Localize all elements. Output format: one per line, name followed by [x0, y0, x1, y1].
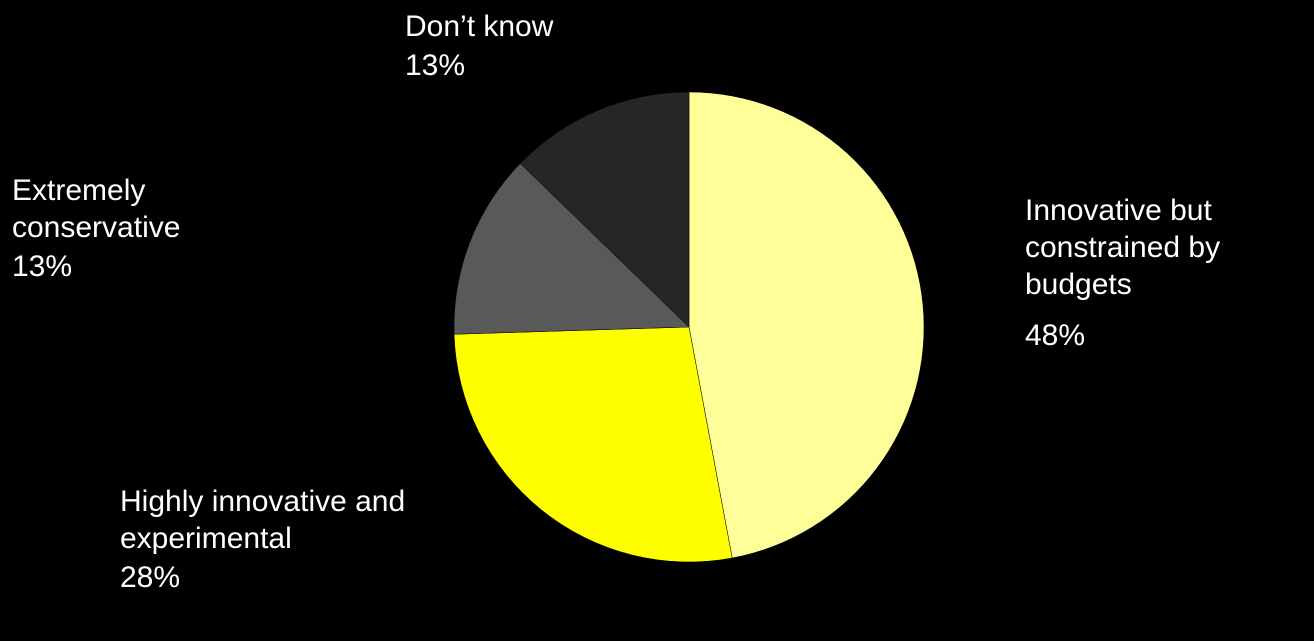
pie-slice: [688, 91, 925, 559]
value-label: 28%: [120, 561, 181, 594]
value-label: 13%: [12, 250, 73, 283]
value-label: 13%: [405, 49, 466, 82]
pie-slice: [453, 163, 690, 335]
slice-label: Highly innovative and experimental 28%: [120, 483, 520, 596]
value-label: 48%: [1025, 319, 1086, 352]
category-label: Highly innovative and experimental: [120, 485, 406, 555]
category-label: Innovative but constrained by budgets: [1025, 194, 1221, 301]
category-label: Extremely conservative: [12, 174, 181, 244]
slice-label: Innovative but constrained by budgets 48%: [1025, 192, 1310, 354]
pie-slice: [519, 91, 690, 328]
slice-label: Don’t know 13%: [405, 8, 705, 84]
category-label: Don’t know: [405, 10, 554, 43]
slice-label: Extremely conservative 13%: [12, 172, 262, 285]
pie-slice: [453, 326, 733, 563]
